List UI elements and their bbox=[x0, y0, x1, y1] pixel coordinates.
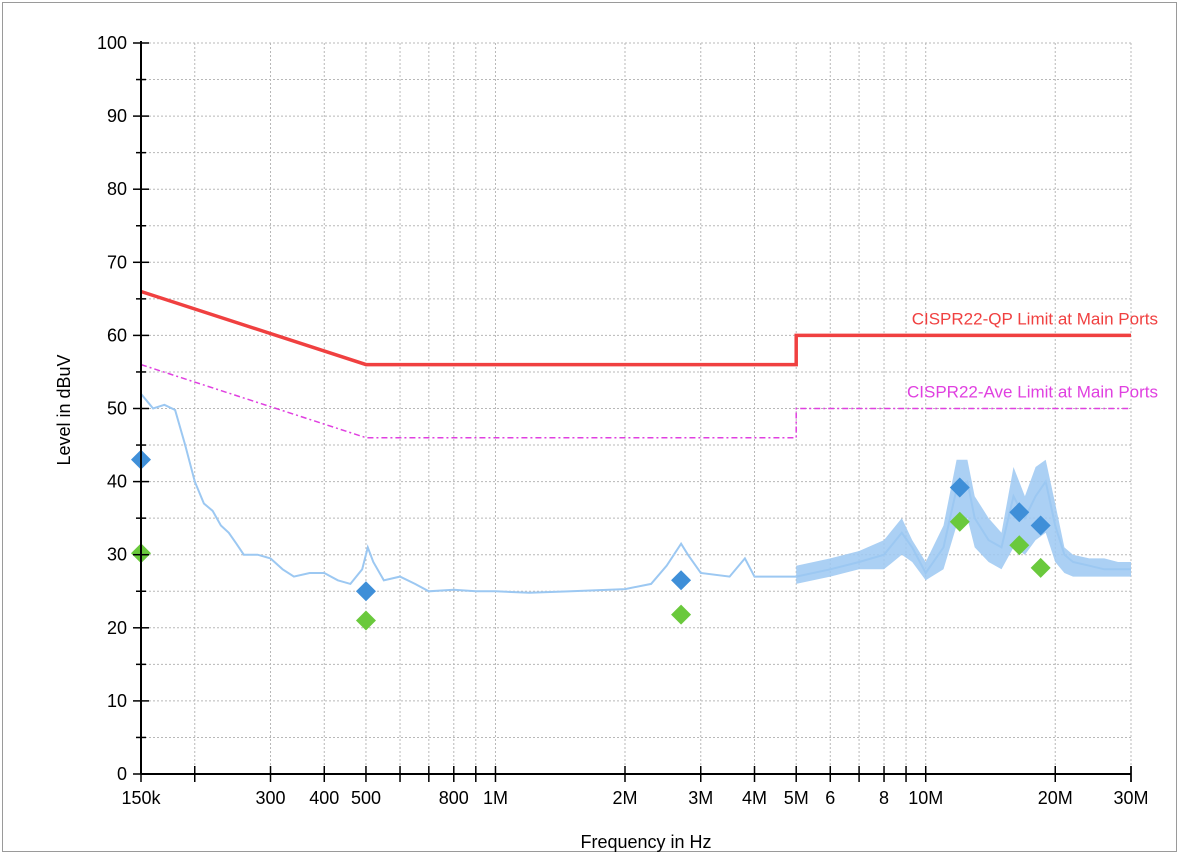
y-tick-label: 80 bbox=[107, 179, 127, 199]
x-tick-label: 300 bbox=[255, 788, 285, 808]
limit-lines: CISPR22-QP Limit at Main Ports CISPR22-Av… bbox=[140, 289, 1158, 439]
qp-limit-label: CISPR22-QP Limit at Main Ports bbox=[912, 309, 1158, 328]
x-tick-label: 500 bbox=[351, 788, 381, 808]
y-tick-label: 90 bbox=[107, 106, 127, 126]
y-tick-label: 50 bbox=[107, 399, 127, 419]
x-tick-label: 5M bbox=[784, 788, 809, 808]
axes bbox=[133, 41, 1132, 782]
qp-marker bbox=[1030, 515, 1051, 536]
x-tick-label: 8 bbox=[879, 788, 889, 808]
spectrum-line bbox=[140, 393, 1131, 594]
x-tick-label: 4M bbox=[742, 788, 767, 808]
ave-limit-line bbox=[140, 363, 1131, 439]
y-tick-label: 100 bbox=[97, 33, 127, 53]
x-tick-label: 10M bbox=[908, 788, 943, 808]
qp-marker bbox=[355, 581, 376, 602]
y-axis-label: Level in dBuV bbox=[54, 354, 74, 465]
tick-labels: 0 10 20 30 40 50 60 70 80 90 100 150k 300 400 500 800 1M… bbox=[97, 33, 1149, 808]
x-tick-label: 800 bbox=[439, 788, 469, 808]
x-tick-label: 400 bbox=[309, 788, 339, 808]
average-marker bbox=[671, 604, 692, 625]
qp-limit-line bbox=[140, 289, 1131, 367]
y-tick-label: 40 bbox=[107, 472, 127, 492]
average-marker bbox=[949, 511, 970, 532]
y-tick-label: 30 bbox=[107, 545, 127, 565]
average-marker bbox=[1030, 557, 1051, 578]
x-tick-label: 1M bbox=[483, 788, 508, 808]
y-tick-label: 0 bbox=[117, 764, 127, 784]
x-tick-label: 30M bbox=[1113, 788, 1148, 808]
x-tick-label: 3M bbox=[688, 788, 713, 808]
qp-marker bbox=[1009, 502, 1030, 523]
y-tick-label: 60 bbox=[107, 325, 127, 345]
x-tick-label: 20M bbox=[1038, 788, 1073, 808]
average-marker bbox=[355, 610, 376, 631]
y-tick-label: 10 bbox=[107, 691, 127, 711]
x-axis-label: Frequency in Hz bbox=[580, 832, 711, 852]
x-tick-label: 150k bbox=[121, 788, 161, 808]
x-tick-label: 6 bbox=[825, 788, 835, 808]
y-tick-label: 20 bbox=[107, 618, 127, 638]
average-marker bbox=[1009, 535, 1030, 556]
ave-limit-label: CISPR22-Ave Limit at Main Ports bbox=[907, 383, 1158, 402]
spectrum-trace bbox=[140, 393, 1131, 594]
qp-marker bbox=[671, 570, 692, 591]
x-tick-label: 2M bbox=[612, 788, 637, 808]
qp-marker bbox=[949, 477, 970, 498]
measurement-markers bbox=[131, 449, 1051, 631]
y-tick-label: 70 bbox=[107, 252, 127, 272]
